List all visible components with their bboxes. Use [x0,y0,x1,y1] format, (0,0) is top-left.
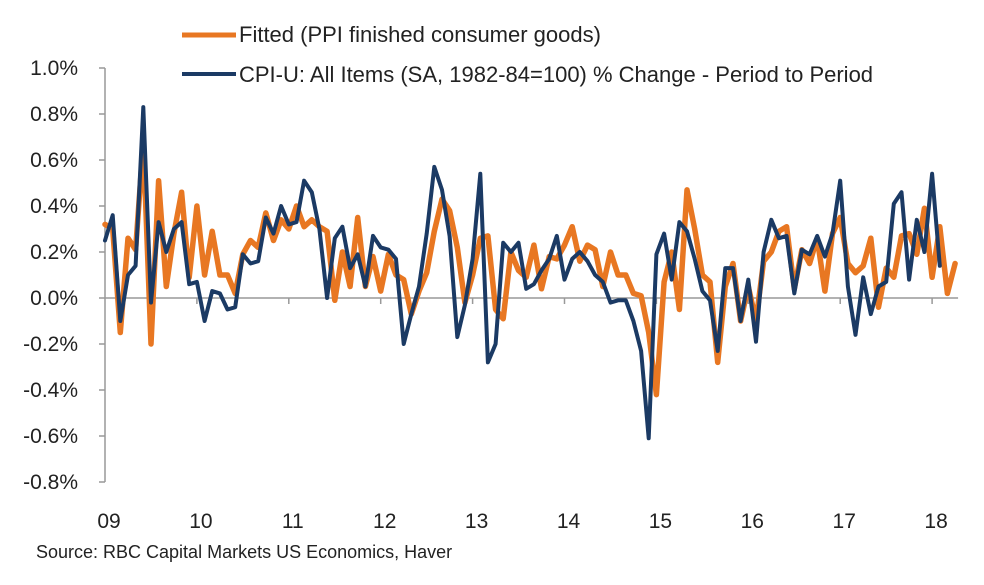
y-tick-label: 0.0% [30,287,78,310]
x-tick-label: 11 [282,510,304,533]
series-line-cpi [103,105,942,441]
x-tick-label: 13 [465,510,488,533]
y-tick-label: 0.8% [30,103,78,126]
y-tick-label: -0.8% [23,471,78,494]
legend-label-cpi: CPI-U: All Items (SA, 1982-84=100) % Cha… [239,62,873,87]
x-tick-label: 14 [557,510,581,533]
y-tick-label: -0.2% [23,333,78,356]
y-tick-label: 0.6% [30,149,78,172]
plot-area [102,105,958,441]
x-tick-label: 10 [189,510,212,533]
legend: Fitted (PPI finished consumer goods) CPI… [182,22,873,87]
y-tick-label: -0.6% [23,425,78,448]
x-tick-label: 12 [373,510,396,533]
y-tick-label: -0.4% [23,379,78,402]
x-tick-label: 18 [924,510,947,533]
y-tick-label: 1.0% [30,57,78,80]
x-tick-label: 17 [833,510,856,533]
y-axis: 1.0% 0.8% 0.6% 0.4% 0.2% 0.0% -0.2% -0.4% -0.6% -… [23,57,106,494]
x-tick-label: 09 [97,510,120,533]
x-axis: 09 10 11 12 13 14 15 16 17 18 [97,297,959,533]
x-tick-label: 16 [741,510,764,533]
y-tick-label: 0.4% [30,195,78,218]
y-tick-label: 0.2% [30,241,78,264]
source-note: Source: RBC Capital Markets US Economics… [36,542,452,562]
series-line-fitted [102,138,958,398]
x-tick-label: 15 [649,510,672,533]
legend-label-fitted: Fitted (PPI finished consumer goods) [239,22,601,47]
